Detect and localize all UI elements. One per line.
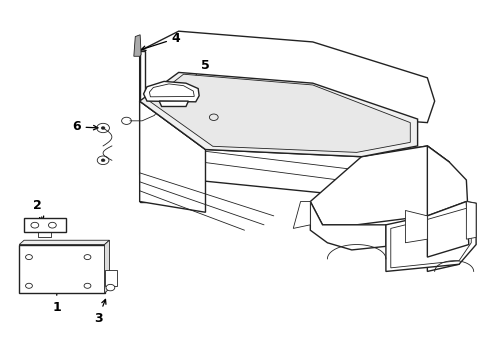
- Polygon shape: [140, 31, 434, 123]
- Polygon shape: [104, 240, 109, 293]
- Polygon shape: [427, 146, 468, 271]
- Circle shape: [101, 159, 105, 162]
- Polygon shape: [385, 202, 475, 271]
- Polygon shape: [19, 240, 109, 244]
- Polygon shape: [466, 202, 475, 239]
- Text: 2: 2: [33, 199, 43, 221]
- Polygon shape: [143, 81, 199, 102]
- Polygon shape: [104, 270, 117, 286]
- Polygon shape: [140, 72, 417, 157]
- Text: 3: 3: [94, 300, 106, 325]
- Text: 4: 4: [141, 32, 180, 50]
- Circle shape: [106, 284, 115, 291]
- Polygon shape: [19, 244, 104, 293]
- Polygon shape: [310, 202, 385, 250]
- Polygon shape: [140, 101, 448, 205]
- Polygon shape: [427, 202, 468, 257]
- Polygon shape: [293, 202, 310, 228]
- Polygon shape: [310, 146, 448, 225]
- Polygon shape: [149, 74, 409, 152]
- Polygon shape: [140, 101, 205, 212]
- Circle shape: [101, 127, 105, 130]
- Text: 1: 1: [52, 286, 61, 314]
- Text: 6: 6: [72, 121, 98, 134]
- Polygon shape: [134, 35, 141, 56]
- Polygon shape: [405, 211, 427, 243]
- Polygon shape: [159, 101, 188, 107]
- Polygon shape: [140, 51, 144, 202]
- Text: 5: 5: [186, 59, 209, 86]
- Polygon shape: [24, 219, 65, 232]
